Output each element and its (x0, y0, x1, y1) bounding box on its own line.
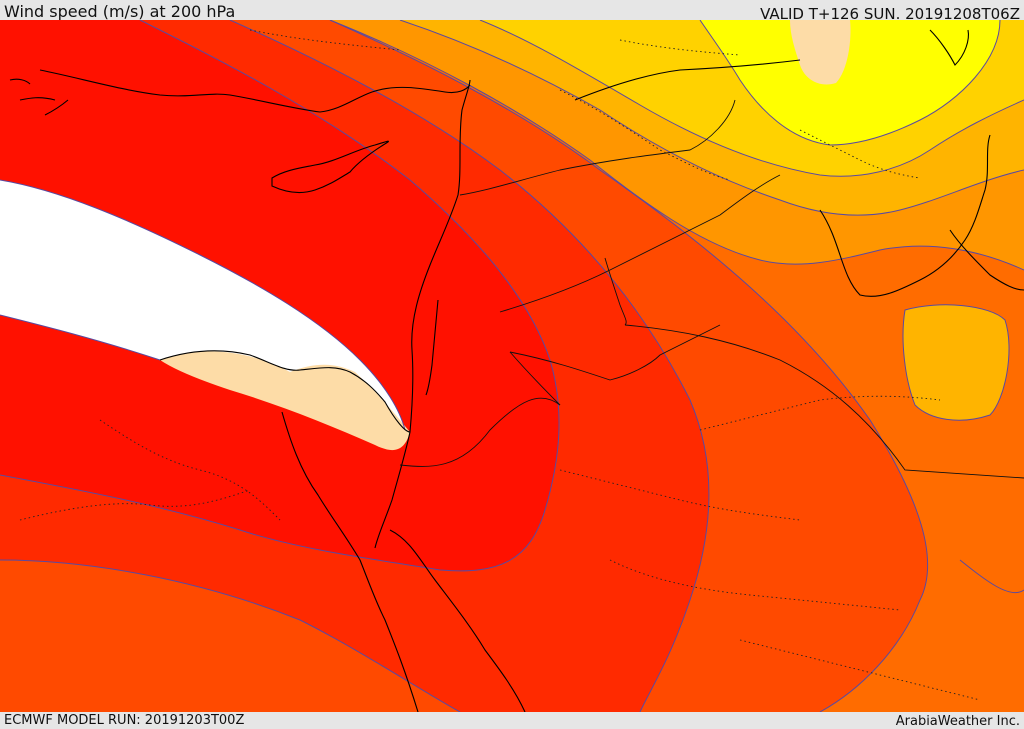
band-red (0, 20, 560, 571)
band-amber-pocket (903, 304, 1010, 421)
map-footer: ECMWF MODEL RUN: 20191203T00Z ArabiaWeat… (0, 712, 1024, 729)
band-beige-north (790, 20, 851, 85)
political-boundaries (399, 99, 1024, 479)
map-title: Wind speed (m/s) at 200 hPa (4, 2, 236, 21)
credit-label: ArabiaWeather Inc. (895, 714, 1020, 729)
coastlines (9, 29, 1024, 712)
model-run-label: ECMWF MODEL RUN: 20191203T00Z (4, 713, 245, 728)
map-header: Wind speed (m/s) at 200 hPa VALID T+126 … (0, 0, 1024, 23)
internal-boundaries (19, 29, 981, 701)
band-beige (160, 351, 410, 451)
wind-speed-map[interactable] (0, 20, 1024, 712)
valid-time-label: VALID T+126 SUN. 20191208T06Z (760, 5, 1020, 23)
band-yellow (700, 20, 1000, 145)
